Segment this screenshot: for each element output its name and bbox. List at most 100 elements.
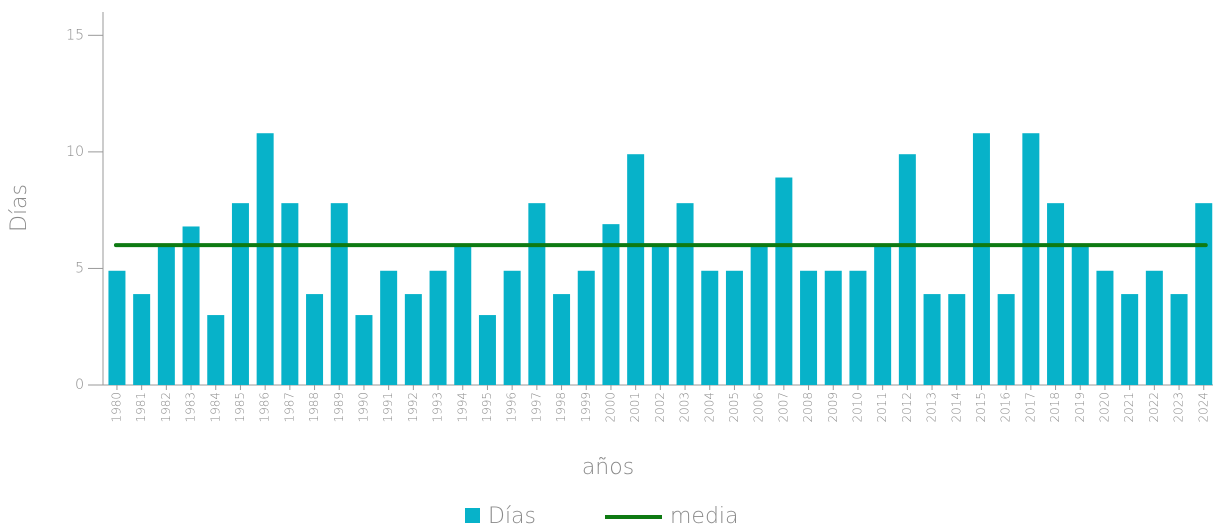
x-tick-label: 1997 — [529, 392, 543, 423]
x-tick-label: 1999 — [579, 392, 593, 423]
bar — [380, 270, 398, 385]
y-tick-label: 10 — [66, 144, 84, 160]
x-tick-label: 2008 — [801, 392, 815, 423]
bar — [306, 294, 324, 385]
x-tick-label: 2020 — [1097, 392, 1111, 423]
x-tick-label: 2017 — [1023, 392, 1037, 423]
bar — [577, 270, 595, 385]
x-tick-label: 2005 — [727, 392, 741, 423]
bar — [602, 224, 620, 385]
x-tick-label: 2012 — [900, 392, 914, 423]
bar — [478, 315, 496, 385]
bar — [800, 270, 818, 385]
bar — [1145, 270, 1163, 385]
x-tick-label: 2001 — [628, 392, 642, 423]
bar — [627, 154, 645, 385]
bar — [207, 315, 225, 385]
x-tick-label: 2011 — [875, 392, 889, 423]
bar — [701, 270, 719, 385]
bar — [355, 315, 373, 385]
x-tick-label: 2014 — [949, 392, 963, 423]
bar — [1195, 203, 1213, 385]
bar — [528, 203, 546, 385]
x-tick-label: 2018 — [1048, 392, 1062, 423]
bar — [256, 133, 274, 385]
x-tick-label: 2003 — [678, 392, 692, 423]
x-tick-label: 1991 — [381, 392, 395, 423]
y-axis-title: Días — [7, 184, 32, 232]
bar — [725, 270, 743, 385]
legend-label: media — [670, 504, 739, 529]
x-tick-label: 1987 — [282, 392, 296, 423]
x-tick-label: 2009 — [826, 392, 840, 423]
x-tick-label: 1981 — [134, 392, 148, 423]
x-tick-label: 2015 — [974, 392, 988, 423]
bar — [948, 294, 966, 385]
bar — [849, 270, 867, 385]
x-tick-label: 1996 — [505, 392, 519, 423]
x-tick-label: 2022 — [1147, 392, 1161, 423]
y-tick-label: 5 — [75, 260, 84, 276]
legend-swatch — [465, 508, 480, 523]
x-tick-label: 2002 — [653, 392, 667, 423]
bar — [651, 245, 669, 385]
x-tick-label: 1992 — [406, 392, 420, 423]
x-tick-label: 1994 — [455, 392, 469, 423]
bar — [404, 294, 422, 385]
x-tick-label: 1983 — [184, 392, 198, 423]
bar — [750, 245, 768, 385]
bar — [1170, 294, 1188, 385]
x-tick-label: 2024 — [1196, 392, 1210, 423]
x-tick-label: 1982 — [159, 392, 173, 423]
bar — [1022, 133, 1040, 385]
bar — [898, 154, 916, 385]
x-tick-label: 2023 — [1172, 392, 1186, 423]
bar — [231, 203, 249, 385]
bar — [775, 177, 793, 385]
x-tick-label: 1985 — [233, 392, 247, 423]
x-tick-label: 2000 — [603, 392, 617, 423]
x-tick-label: 1980 — [109, 392, 123, 423]
x-axis-title: años — [582, 455, 634, 480]
bar — [972, 133, 990, 385]
x-tick-label: 1998 — [554, 392, 568, 423]
bar — [108, 270, 126, 385]
bar — [1071, 245, 1089, 385]
bar — [1096, 270, 1114, 385]
bar — [824, 270, 842, 385]
x-tick-label: 2004 — [702, 392, 716, 423]
bar — [429, 270, 447, 385]
bar — [133, 294, 151, 385]
x-tick-label: 1988 — [307, 392, 321, 423]
x-tick-label: 1989 — [332, 392, 346, 423]
x-tick-label: 2019 — [1073, 392, 1087, 423]
bar — [157, 245, 175, 385]
bar — [454, 245, 472, 385]
bar — [676, 203, 694, 385]
bar — [281, 203, 299, 385]
bar — [923, 294, 941, 385]
bar — [553, 294, 571, 385]
bar — [997, 294, 1015, 385]
x-tick-label: 1990 — [356, 392, 370, 423]
bar — [330, 203, 348, 385]
y-tick-label: 0 — [75, 377, 84, 393]
x-tick-label: 2007 — [776, 392, 790, 423]
x-tick-label: 1993 — [431, 392, 445, 423]
x-tick-label: 1986 — [258, 392, 272, 423]
x-tick-label: 2021 — [1122, 392, 1136, 423]
bar — [874, 245, 892, 385]
bar — [1047, 203, 1065, 385]
x-tick-label: 1995 — [480, 392, 494, 423]
x-tick-label: 2006 — [752, 392, 766, 423]
x-tick-label: 2013 — [925, 392, 939, 423]
bar — [503, 270, 521, 385]
x-tick-label: 2016 — [999, 392, 1013, 423]
x-tick-label: 2010 — [850, 392, 864, 423]
bar — [1121, 294, 1139, 385]
legend-label: Días — [488, 504, 536, 529]
x-tick-label: 1984 — [208, 392, 222, 423]
bar — [182, 226, 200, 385]
